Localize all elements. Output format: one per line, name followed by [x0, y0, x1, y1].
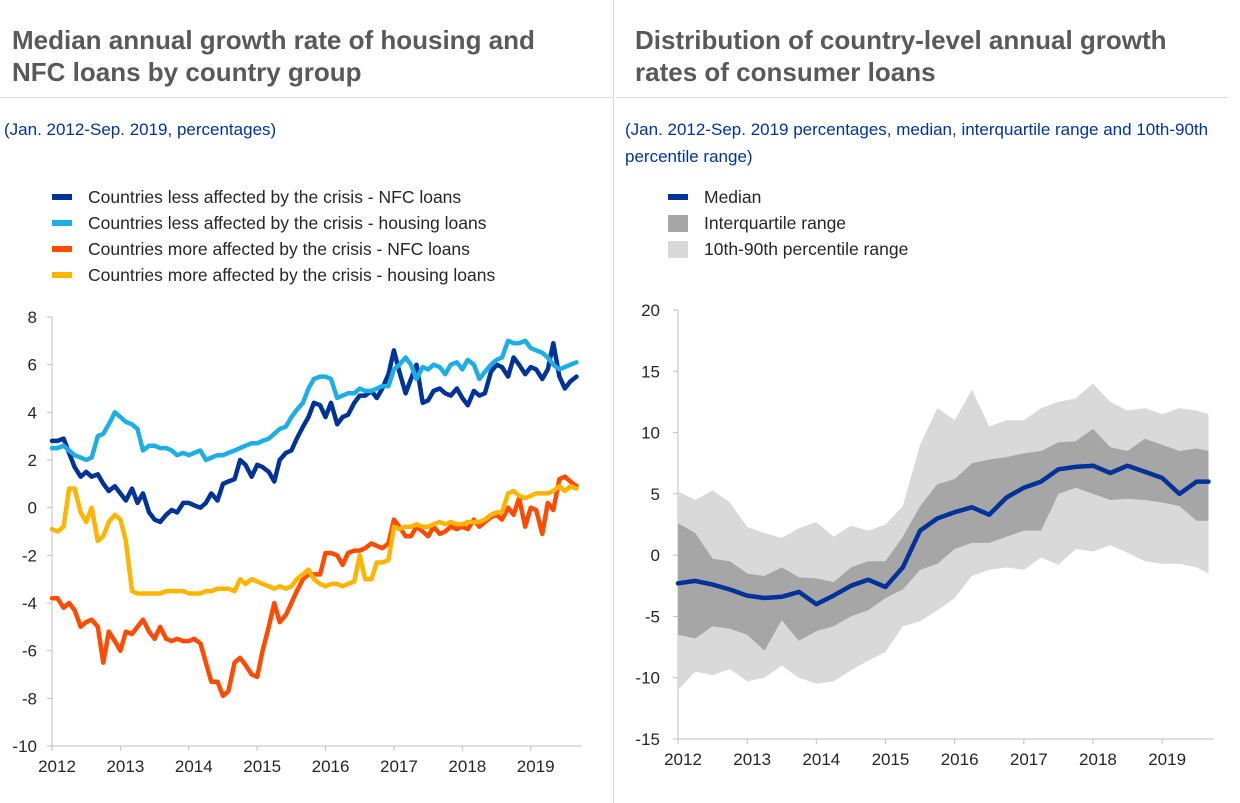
legend-swatch	[52, 272, 72, 278]
right-chart-subtitle: (Jan. 2012-Sep. 2019 percentages, median…	[625, 120, 1209, 166]
legend-label: Countries more affected by the crisis - …	[88, 238, 470, 259]
legend-item: Countries more affected by the crisis - …	[52, 262, 495, 288]
y-tick-label: -10	[635, 669, 660, 688]
y-tick-label: 6	[28, 356, 37, 375]
legend-label: 10th-90th percentile range	[704, 238, 909, 259]
left-title-divider	[0, 97, 613, 98]
legend-label: Countries less affected by the crisis - …	[88, 212, 487, 233]
x-tick-label: 2015	[243, 757, 281, 776]
series-line	[49, 338, 579, 463]
range-band	[678, 428, 1209, 651]
legend-item: 10th-90th percentile range	[668, 236, 908, 262]
x-tick-label: 2013	[733, 750, 771, 769]
y-tick-label: 0	[651, 546, 660, 565]
x-tick-label: 2019	[1148, 750, 1186, 769]
legend-item: Interquartile range	[668, 210, 908, 236]
x-tick-label: 2012	[664, 750, 702, 769]
left-legend: Countries less affected by the crisis - …	[52, 184, 495, 288]
y-tick-label: 20	[641, 301, 660, 320]
y-tick-label: -6	[22, 642, 37, 661]
series-line	[49, 483, 579, 596]
x-tick-label: 2017	[1010, 750, 1048, 769]
x-tick-label: 2019	[517, 757, 555, 776]
legend-label: Countries less affected by the crisis - …	[88, 186, 462, 207]
y-tick-label: -10	[12, 737, 37, 756]
legend-item: Countries less affected by the crisis - …	[52, 210, 495, 236]
legend-swatch	[668, 214, 688, 232]
x-tick-label: 2014	[802, 750, 840, 769]
left-chart-subtitle: (Jan. 2012-Sep. 2019, percentages)	[4, 120, 277, 139]
y-tick-label: -15	[635, 730, 660, 749]
y-tick-label: -2	[22, 546, 37, 565]
legend-item: Countries less affected by the crisis - …	[52, 184, 495, 210]
legend-swatch	[668, 240, 688, 258]
y-tick-label: 10	[641, 424, 660, 443]
legend-item: Countries more affected by the crisis - …	[52, 236, 495, 262]
y-tick-label: 4	[28, 403, 37, 422]
right-chart-panel: Distribution of country-level annual gro…	[616, 0, 1240, 803]
y-tick-label: -8	[22, 689, 37, 708]
x-tick-label: 2015	[872, 750, 910, 769]
y-tick-label: 8	[28, 308, 37, 327]
legend-item: Median	[668, 184, 908, 210]
legend-label: Countries more affected by the crisis - …	[88, 264, 496, 285]
series-line	[49, 340, 579, 525]
x-tick-label: 2012	[38, 757, 76, 776]
panel-separator	[613, 0, 614, 803]
legend-swatch	[52, 246, 72, 252]
x-tick-label: 2017	[380, 757, 418, 776]
x-tick-label: 2018	[448, 757, 486, 776]
legend-swatch	[52, 194, 72, 200]
left-chart-panel: Median annual growth rate of housing and…	[0, 0, 613, 803]
x-tick-label: 2018	[1079, 750, 1117, 769]
legend-label: Median	[704, 186, 762, 207]
y-tick-label: 15	[641, 362, 660, 381]
y-tick-label: 0	[28, 499, 37, 518]
x-tick-label: 2014	[175, 757, 213, 776]
median-line	[675, 463, 1211, 607]
legend-swatch	[668, 194, 688, 200]
y-tick-label: 5	[651, 485, 660, 504]
x-tick-label: 2016	[312, 757, 350, 776]
y-tick-label: 2	[28, 451, 37, 470]
legend-label: Interquartile range	[704, 212, 847, 233]
y-tick-label: -5	[645, 607, 660, 626]
x-tick-label: 2016	[941, 750, 979, 769]
left-chart-title: Median annual growth rate of housing and…	[12, 25, 535, 87]
right-chart-title: Distribution of country-level annual gro…	[635, 25, 1167, 87]
legend-swatch	[52, 220, 72, 226]
right-legend: Median Interquartile range 10th-90th per…	[668, 184, 908, 262]
right-title-divider	[616, 97, 1228, 98]
x-tick-label: 2013	[106, 757, 144, 776]
y-tick-label: -4	[22, 594, 37, 613]
